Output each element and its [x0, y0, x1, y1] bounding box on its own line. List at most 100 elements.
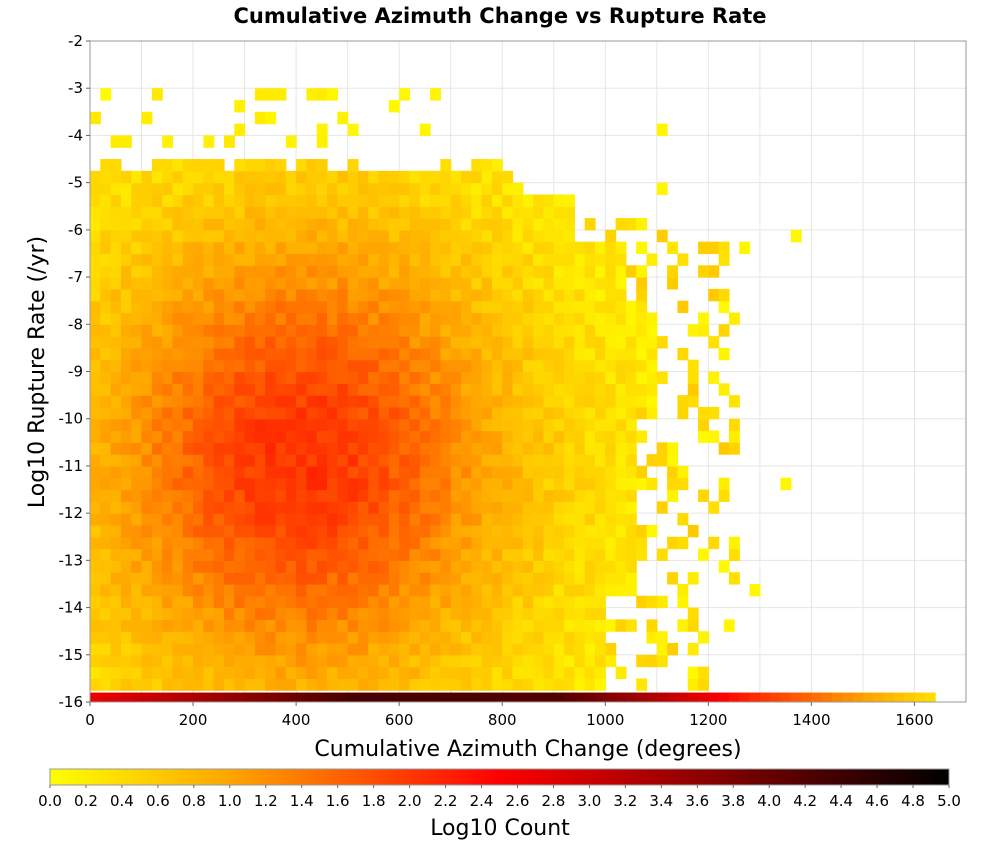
heatmap-cell	[223, 666, 235, 679]
heatmap-cell	[388, 194, 400, 207]
heatmap-cell	[636, 324, 648, 337]
heatmap-cell	[203, 501, 215, 514]
heatmap-cell	[522, 324, 534, 337]
heatmap-cell	[430, 666, 441, 679]
heatmap-cell	[728, 442, 740, 455]
heatmap-cell	[512, 442, 524, 455]
bottom-row-cell	[543, 692, 555, 702]
heatmap-cell	[543, 206, 555, 219]
heatmap-cell	[347, 383, 359, 396]
heatmap-cell	[594, 489, 606, 502]
heatmap-cell	[543, 253, 555, 266]
heatmap-cell	[265, 442, 277, 455]
heatmap-cell	[430, 595, 441, 609]
heatmap-cell	[677, 253, 689, 266]
heatmap-cell	[440, 253, 452, 266]
heatmap-cell	[708, 501, 720, 514]
heatmap-cell	[584, 524, 596, 538]
heatmap-cell	[594, 418, 606, 432]
heatmap-cell	[522, 619, 534, 632]
heatmap-cell	[327, 607, 338, 620]
heatmap-cell	[481, 336, 493, 349]
heatmap-cell	[491, 583, 503, 597]
heatmap-cell	[193, 241, 204, 255]
heatmap-cell	[306, 477, 318, 491]
heatmap-cell	[244, 170, 256, 184]
heatmap-cell	[461, 194, 472, 207]
heatmap-cell	[728, 430, 740, 443]
heatmap-cell	[584, 501, 596, 514]
heatmap-cell	[409, 619, 421, 632]
heatmap-cell	[656, 631, 668, 644]
bottom-row-cell	[636, 692, 648, 702]
y-axis-ticks: -2-3-4-5-6-7-8-9-10-11-12-13-14-15-16	[59, 32, 90, 711]
heatmap-cell	[491, 406, 503, 420]
heatmap-cell	[110, 454, 122, 467]
heatmap-cell	[574, 477, 586, 491]
x-tick-label: 1200	[689, 711, 727, 729]
heatmap-cell	[337, 383, 349, 396]
heatmap-cell	[162, 678, 174, 691]
heatmap-cell	[440, 619, 452, 632]
heatmap-cell	[151, 442, 163, 455]
heatmap-cell	[399, 513, 411, 526]
heatmap-cell	[450, 619, 462, 632]
heatmap-cell	[440, 288, 452, 302]
heatmap-cell	[213, 159, 225, 172]
heatmap-cell	[450, 477, 462, 491]
heatmap-cell	[120, 229, 132, 243]
heatmap-cell	[399, 524, 411, 538]
heatmap-cell	[234, 371, 246, 384]
heatmap-cell	[409, 642, 421, 656]
y-tick-label: -15	[59, 646, 84, 664]
heatmap-cell	[471, 406, 483, 420]
heatmap-cell	[223, 477, 235, 491]
heatmap-cell	[306, 548, 318, 561]
heatmap-cell	[636, 312, 648, 325]
heatmap-cell	[296, 501, 308, 514]
heatmap-cell	[471, 347, 483, 361]
heatmap-cell	[120, 524, 132, 538]
heatmap-cell	[512, 359, 524, 373]
heatmap-cell	[244, 642, 256, 656]
heatmap-cell	[409, 560, 421, 573]
x-tick-label: 1400	[792, 711, 830, 729]
heatmap-cell	[316, 595, 328, 609]
heatmap-cell	[574, 548, 586, 561]
heatmap-cell	[594, 336, 606, 349]
heatmap-cell	[120, 560, 132, 573]
heatmap-cell	[172, 477, 184, 491]
heatmap-cell	[399, 371, 411, 384]
heatmap-cell	[203, 194, 215, 207]
heatmap-cell	[512, 265, 524, 278]
heatmap-cell	[162, 654, 174, 668]
heatmap-cell	[471, 159, 483, 172]
heatmap-cell	[110, 678, 122, 691]
heatmap-cell	[419, 312, 431, 325]
heatmap-cell	[636, 371, 648, 384]
heatmap-cell	[481, 359, 493, 373]
heatmap-cell	[677, 536, 689, 550]
heatmap-cell	[337, 666, 349, 679]
x-tick-label: 200	[179, 711, 208, 729]
heatmap-cell	[728, 536, 740, 550]
heatmap-cell	[327, 536, 338, 550]
heatmap-cell	[347, 395, 359, 408]
heatmap-cell	[677, 583, 689, 597]
heatmap-cell	[615, 454, 627, 467]
heatmap-cell	[234, 229, 246, 243]
heatmap-cell	[461, 548, 472, 561]
heatmap-cell	[337, 477, 349, 491]
heatmap-cell	[296, 583, 308, 597]
heatmap-cell	[615, 336, 627, 349]
heatmap-cell	[306, 88, 318, 101]
heatmap-cell	[203, 406, 215, 420]
heatmap-cell	[347, 678, 359, 691]
heatmap-cell	[481, 442, 493, 455]
heatmap-cell	[461, 359, 472, 373]
heatmap-cell	[533, 489, 545, 502]
heatmap-cell	[327, 524, 338, 538]
heatmap-cell	[131, 182, 143, 196]
heatmap-cell	[491, 654, 503, 668]
heatmap-cell	[90, 194, 101, 207]
